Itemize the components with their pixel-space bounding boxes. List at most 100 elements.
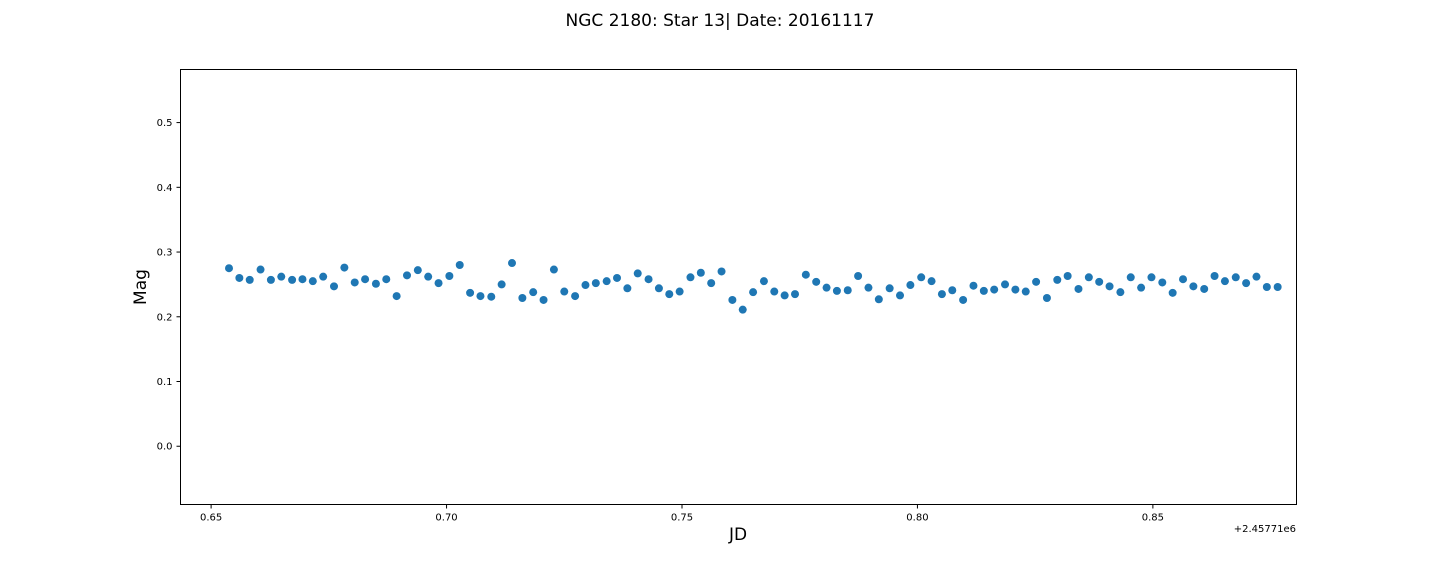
data-point bbox=[1137, 283, 1146, 292]
data-point bbox=[948, 286, 957, 295]
data-point bbox=[633, 269, 642, 278]
data-point bbox=[780, 291, 789, 300]
data-point bbox=[759, 277, 768, 286]
data-point bbox=[1042, 294, 1051, 303]
data-point bbox=[1220, 277, 1229, 286]
data-point bbox=[1158, 278, 1167, 287]
data-point bbox=[1168, 288, 1177, 297]
data-point bbox=[350, 278, 359, 287]
data-point bbox=[937, 290, 946, 299]
data-point bbox=[560, 287, 569, 296]
data-point bbox=[770, 287, 779, 296]
data-point bbox=[602, 277, 611, 286]
data-point bbox=[487, 292, 496, 301]
data-point bbox=[717, 267, 726, 276]
data-point bbox=[665, 290, 674, 299]
data-point bbox=[864, 283, 873, 292]
data-point bbox=[1231, 273, 1240, 282]
data-point bbox=[340, 263, 349, 272]
data-point bbox=[738, 305, 747, 314]
data-point bbox=[1242, 279, 1251, 288]
data-point bbox=[382, 275, 391, 284]
data-point bbox=[969, 281, 978, 290]
data-point bbox=[675, 287, 684, 296]
data-point bbox=[917, 273, 926, 282]
data-point bbox=[549, 265, 558, 274]
chart-title: NGC 2180: Star 13| Date: 20161117 bbox=[566, 11, 875, 31]
y-tick-label: 0.4 bbox=[157, 183, 173, 194]
data-point bbox=[990, 285, 999, 294]
x-tick-label: 0.80 bbox=[906, 513, 928, 524]
x-tick-label: 0.75 bbox=[671, 513, 693, 524]
data-point bbox=[959, 295, 968, 304]
data-points bbox=[225, 259, 1282, 314]
data-point bbox=[979, 286, 988, 295]
data-point bbox=[476, 292, 485, 301]
data-point bbox=[843, 286, 852, 295]
data-point bbox=[445, 271, 454, 280]
data-point bbox=[896, 291, 905, 300]
data-point bbox=[623, 284, 632, 293]
data-point bbox=[801, 270, 810, 279]
data-point bbox=[1063, 271, 1072, 280]
data-point bbox=[1210, 271, 1219, 280]
data-point bbox=[874, 295, 883, 304]
data-point bbox=[812, 277, 821, 286]
data-point bbox=[288, 275, 297, 284]
data-point bbox=[424, 272, 433, 281]
data-point bbox=[330, 282, 339, 291]
x-tick-label: 0.85 bbox=[1142, 513, 1164, 524]
data-point bbox=[1147, 273, 1156, 282]
x-axis-label: JD bbox=[728, 525, 747, 545]
plot-area: 0.65 0.70 0.75 0.80 0.85 0.0 0.1 0.2 0.3 0.4 0.5 bbox=[157, 69, 1297, 524]
data-point bbox=[885, 284, 894, 293]
y-tick-label: 0.1 bbox=[157, 377, 173, 388]
data-point bbox=[361, 275, 370, 284]
data-point bbox=[1053, 275, 1062, 284]
data-point bbox=[1074, 284, 1083, 293]
data-point bbox=[235, 273, 244, 282]
data-point bbox=[906, 281, 915, 290]
data-point bbox=[1273, 283, 1282, 291]
data-point bbox=[1126, 273, 1135, 282]
data-point bbox=[455, 260, 464, 269]
data-point bbox=[822, 283, 831, 292]
data-point bbox=[854, 271, 863, 280]
data-point bbox=[654, 284, 663, 293]
data-point bbox=[256, 265, 265, 274]
data-point bbox=[1200, 284, 1209, 293]
y-axis-label: Mag bbox=[131, 269, 151, 305]
data-point bbox=[371, 279, 380, 288]
y-tick-label: 0.5 bbox=[157, 118, 173, 129]
data-point bbox=[1105, 282, 1114, 291]
data-point bbox=[1032, 277, 1041, 286]
data-point bbox=[266, 275, 275, 284]
x-offset-label: +2.45771e6 bbox=[1234, 524, 1296, 535]
data-point bbox=[539, 295, 548, 304]
data-point bbox=[1262, 283, 1271, 291]
data-point bbox=[1011, 285, 1020, 294]
data-point bbox=[225, 264, 234, 273]
data-point bbox=[1095, 277, 1104, 286]
data-point bbox=[749, 288, 758, 297]
data-point bbox=[613, 273, 622, 282]
data-point bbox=[1179, 275, 1188, 284]
data-point bbox=[686, 273, 695, 282]
data-point bbox=[707, 279, 716, 288]
data-point bbox=[832, 286, 841, 295]
x-axis: 0.65 0.70 0.75 0.80 0.85 bbox=[200, 504, 1164, 524]
data-point bbox=[508, 259, 517, 268]
axes-frame bbox=[180, 69, 1297, 505]
data-point bbox=[413, 266, 422, 275]
y-tick-label: 0.3 bbox=[157, 248, 173, 259]
data-point bbox=[1084, 273, 1093, 282]
data-point bbox=[728, 295, 737, 304]
data-point bbox=[581, 281, 590, 290]
data-point bbox=[434, 279, 443, 288]
data-point bbox=[791, 290, 800, 299]
data-point bbox=[1001, 280, 1010, 289]
data-point bbox=[466, 288, 475, 297]
x-tick-label: 0.65 bbox=[200, 513, 222, 524]
y-tick-label: 0.2 bbox=[157, 312, 173, 323]
